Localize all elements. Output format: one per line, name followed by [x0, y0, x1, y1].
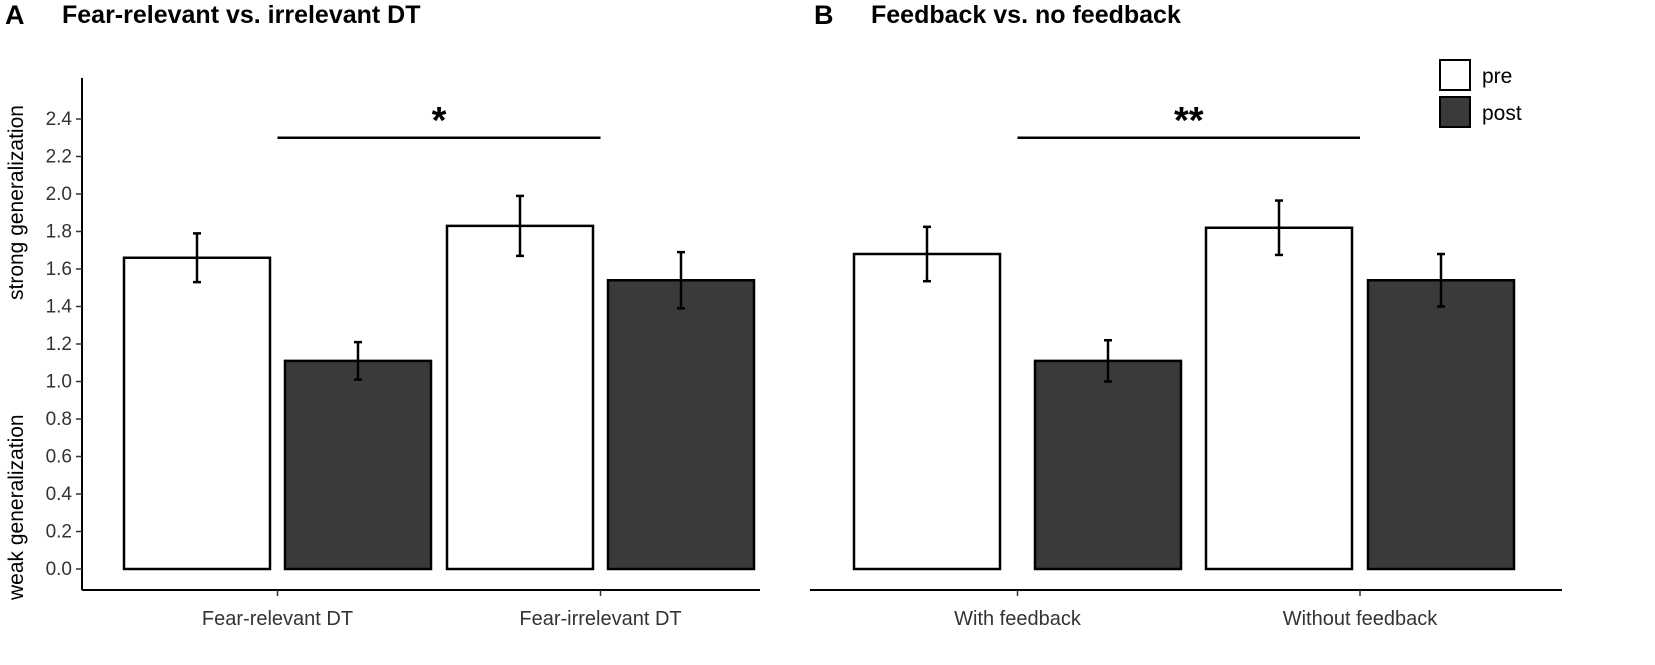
panel-a-y-tick-label: 0.8 [46, 409, 72, 430]
y-axis-label-top: strong generalization [5, 105, 28, 300]
panel-a-category-label-0: Fear-relevant DT [202, 608, 353, 630]
panel-a-plot: 0.0 0.2 0.4 0.6 0.8 1.0 1.2 1.4 1.6 1.8 2.0 2.2 2.4 F… [46, 78, 760, 630]
legend-label-post: post [1482, 102, 1522, 125]
panel-b-significance-label: ** [1174, 100, 1204, 142]
panel-a-y-tick-label: 1.6 [46, 259, 72, 280]
panel-b-bar-post-1 [1366, 279, 1516, 571]
panel-a-letter: A [5, 0, 25, 30]
panel-b-letter: B [814, 0, 834, 30]
panel-a-title: Fear-relevant vs. irrelevant DT [62, 1, 421, 29]
panel-a-bar-post-0 [283, 359, 433, 571]
legend-swatch-post [1439, 96, 1471, 128]
legend-swatch-pre [1439, 59, 1471, 91]
legend-label-pre: pre [1482, 65, 1512, 88]
legend: pre post [1439, 59, 1522, 128]
panel-a-y-tick-label: 2.2 [46, 147, 72, 168]
panel-a-category-label-1: Fear-irrelevant DT [519, 608, 681, 630]
panel-b-category-label-1: Without feedback [1283, 608, 1439, 630]
panel-a-significance-label: * [432, 100, 447, 142]
panel-a-y-tick-label: 2.0 [46, 184, 72, 205]
panel-a-bar-pre-0 [122, 256, 272, 571]
panel-a-y-tick-label: 1.2 [46, 334, 72, 355]
panel-a-y-tick-label: 2.4 [46, 109, 73, 130]
panel-a-y-tick-label: 1.8 [46, 222, 72, 243]
panel-b-category-label-0: With feedback [954, 608, 1082, 630]
panel-b-plot: With feedback Without feedback ** [810, 100, 1562, 630]
panel-a-y-tick-label: 0.0 [46, 559, 72, 580]
panel-a-bar-pre-1 [445, 224, 595, 571]
panel-a-y-tick-label: 0.6 [46, 447, 72, 468]
y-axis-label-bottom: weak generalization [5, 414, 28, 601]
panel-b-bar-pre-0 [852, 252, 1002, 571]
panel-a-y-tick-label: 1.4 [46, 297, 73, 318]
panel-b-title: Feedback vs. no feedback [871, 1, 1181, 29]
panel-b-bar-post-0 [1033, 359, 1183, 571]
panel-a-y-tick-label: 0.2 [46, 522, 72, 543]
panel-a-bar-post-1 [606, 279, 756, 571]
panel-a-y-tick-label: 0.4 [46, 484, 73, 505]
panel-b-bar-pre-1 [1204, 226, 1354, 571]
panel-a-y-tick-label: 1.0 [46, 372, 72, 393]
